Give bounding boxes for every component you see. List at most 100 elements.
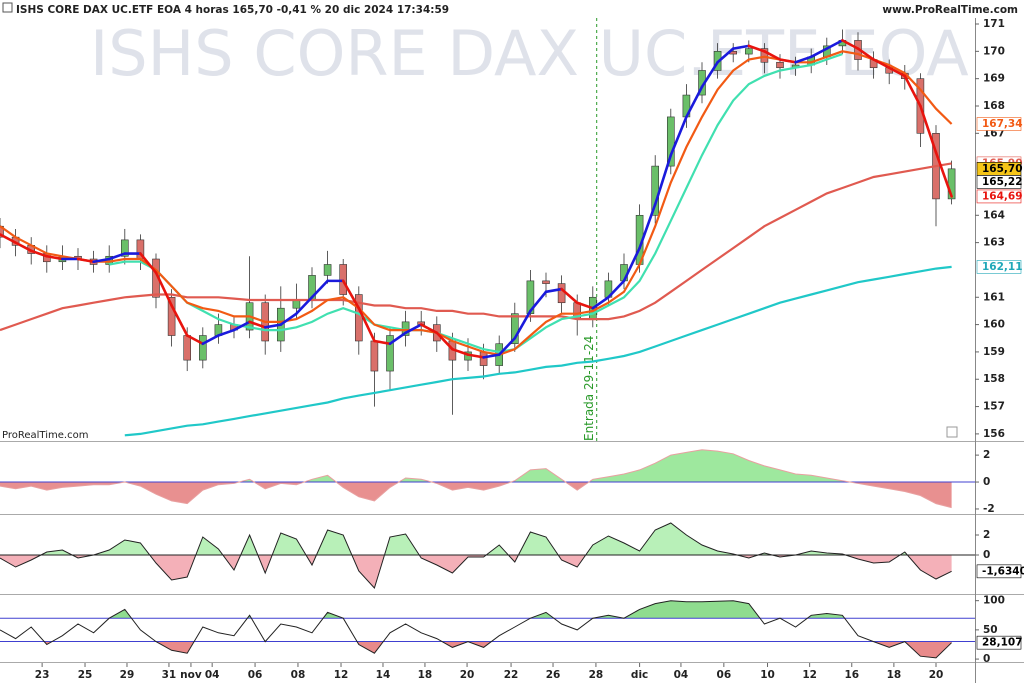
x-tick-label: 29 — [120, 669, 135, 681]
price-label-box — [976, 189, 1022, 204]
x-tick-label: 16 — [844, 669, 859, 681]
candle-body — [526, 280, 535, 314]
candle-body — [339, 264, 348, 295]
fast-average-segment — [622, 246, 641, 283]
price-label: 167,34 — [982, 118, 1023, 130]
price-label: 165,22 — [982, 176, 1023, 188]
fast-average-segment — [482, 353, 501, 359]
y-tick-label: 157 — [983, 401, 1005, 413]
candle-body — [183, 335, 191, 361]
fast-average-segment — [232, 320, 251, 332]
fast-average-segment — [373, 339, 392, 346]
fast-average-segment — [934, 151, 953, 198]
fast-average-segment — [295, 295, 314, 315]
fast-average-segment — [809, 47, 829, 59]
x-tick-label: dic — [631, 669, 648, 681]
fast-average-segment — [92, 257, 111, 264]
fast-average-segment — [107, 252, 127, 261]
candle-body — [199, 335, 207, 361]
fast-average-segment — [560, 287, 579, 305]
price-label-box — [976, 175, 1022, 189]
fast-average-segment — [14, 241, 33, 253]
fast-average-segment — [513, 309, 532, 340]
fast-average-segment — [887, 66, 907, 78]
candle-body — [479, 351, 488, 366]
fast-average-segment — [139, 252, 158, 274]
entry-annotation: Entrada 29-11-24 — [582, 336, 596, 441]
price-label: 164,69 — [982, 190, 1023, 202]
indicator-line — [0, 449, 952, 509]
x-tick-label: 12 — [334, 669, 349, 681]
candle-body — [386, 335, 394, 372]
fast-average-segment — [466, 353, 485, 359]
fast-average-segment — [529, 290, 548, 313]
fast-average-segment — [763, 50, 782, 61]
y-tick-label: 164 — [983, 209, 1005, 221]
fast-average-segment — [279, 312, 298, 326]
candle-body — [167, 296, 176, 336]
fast-average-segment — [310, 279, 329, 299]
fast-average-segment — [185, 334, 205, 346]
fast-average-segment — [591, 295, 610, 310]
x-tick-label: nov — [180, 669, 202, 681]
fast-average-segment — [404, 323, 423, 335]
y-tick-label: -2 — [983, 503, 995, 515]
area-positive — [0, 449, 952, 483]
fast-average-segment — [731, 44, 751, 50]
fast-average-segment — [638, 203, 657, 250]
fast-average-segment — [248, 320, 267, 329]
fast-average-segment — [794, 55, 813, 64]
y-tick-label: 50 — [983, 624, 998, 636]
y-tick-label: 0 — [983, 549, 990, 561]
price-label-box — [976, 117, 1022, 131]
y-tick-label: 160 — [983, 319, 1005, 331]
indicator-line — [0, 600, 952, 659]
candle-body — [760, 48, 769, 63]
menu-icon[interactable] — [2, 2, 13, 13]
watermark: ISHS CORE DAX UC.ETF EOA — [90, 17, 969, 90]
x-tick-label: 31 — [162, 669, 177, 681]
x-tick-label: 06 — [717, 669, 732, 681]
fast-average-segment — [825, 39, 844, 50]
x-tick-label: 25 — [78, 669, 93, 681]
candle-body — [121, 239, 129, 257]
moving-average — [0, 162, 952, 332]
y-tick-label: 169 — [983, 73, 1005, 85]
x-tick-label: 20 — [460, 669, 475, 681]
moving-average — [124, 265, 952, 437]
y-tick-label: 0 — [983, 476, 990, 488]
fast-average-segment — [497, 336, 517, 356]
fast-average-segment — [903, 74, 922, 108]
x-tick-label: 28 — [589, 669, 604, 681]
fast-average-segment — [451, 347, 470, 356]
price-label-box — [976, 260, 1022, 274]
candle-body — [510, 313, 519, 345]
x-tick-label: 18 — [887, 669, 902, 681]
y-tick-label: 100 — [983, 595, 1005, 607]
fast-average-segment — [685, 85, 704, 119]
info-icon[interactable] — [946, 426, 958, 438]
y-tick-label: 158 — [983, 373, 1005, 385]
fast-average-segment — [201, 334, 220, 346]
candle-body — [323, 264, 332, 276]
y-tick-label: 159 — [983, 346, 1005, 358]
fast-average-segment — [716, 47, 735, 64]
fast-average-segment — [419, 323, 439, 335]
x-tick-label: 26 — [546, 669, 561, 681]
price-label: -1,6340 — [982, 565, 1024, 577]
candle-body — [557, 283, 566, 304]
price-label: 28,107 — [982, 637, 1023, 649]
fast-average-segment — [45, 254, 64, 261]
y-tick-label: 171 — [983, 18, 1005, 30]
candle-body — [776, 61, 784, 69]
fast-average-segment — [170, 304, 189, 337]
fast-average-segment — [669, 115, 688, 157]
y-tick-label: 170 — [983, 45, 1005, 57]
y-tick-label: 2 — [983, 449, 990, 461]
x-tick-label: 10 — [760, 669, 775, 681]
y-tick-label: 156 — [983, 428, 1005, 440]
fast-average-segment — [919, 104, 938, 154]
y-tick-label: 168 — [983, 100, 1005, 112]
y-tick-label: 2 — [983, 529, 990, 541]
